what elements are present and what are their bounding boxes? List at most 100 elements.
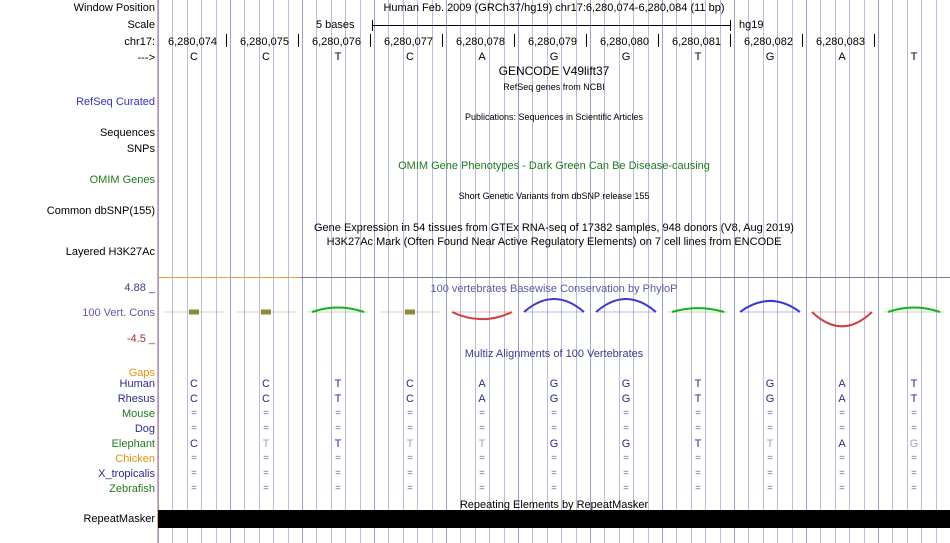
multiz-base: C [262,393,270,405]
multiz-base: C [190,393,198,405]
multiz-base: A [838,378,846,390]
track-banner-refseq[interactable]: RefSeq genes from NCBI [503,82,605,92]
multiz-base: T [406,438,414,450]
scale-bar-left-cap [372,20,373,31]
coordinate-tick-mark [298,34,299,47]
multiz-gap-mark: = [263,423,269,434]
gridline [230,0,231,543]
track-label-omim[interactable]: OMIM Genes [89,174,155,186]
coordinate-tick-mark [514,34,515,47]
multiz-species-label-dog[interactable]: Dog [134,423,155,435]
scale-bar-right-cap [730,20,731,31]
multiz-gap-mark: = [407,408,413,419]
multiz-base: C [406,378,414,390]
coordinate-tick-label: 6,280,083 [816,36,865,48]
track-label-h3k27ac[interactable]: Layered H3K27Ac [65,246,155,258]
gridline [532,0,533,543]
cons-top-rule-orange [158,277,300,278]
multiz-gap-mark: = [911,483,917,494]
gridline [763,0,764,543]
multiz-gap-mark: = [407,453,413,464]
gridline [360,0,361,543]
gridline [489,0,490,543]
coordinate-tick-label: 6,280,079 [528,36,577,48]
multiz-gap-mark: = [191,483,197,494]
coordinate-tick-label: 6,280,074 [168,36,217,48]
multiz-species-label-rhesus[interactable]: Rhesus [117,393,155,405]
track-banner-gtex[interactable]: Gene Expression in 54 tissues from GTEx … [314,222,794,234]
multiz-gap-mark: = [335,468,341,479]
gridline [403,0,404,543]
multiz-species-label-x_tropicalis[interactable]: X_tropicalis [98,468,155,480]
multiz-base: T [334,438,342,450]
multiz-gap-mark: = [335,483,341,494]
multiz-base: C [190,378,198,390]
multiz-species-label-mouse[interactable]: Mouse [121,408,155,420]
multiz-gap-mark: = [479,453,485,464]
gridline [216,0,217,543]
multiz-base: T [694,438,702,450]
multiz-gap-mark: = [335,408,341,419]
gridline [590,0,591,543]
cons-top-rule-gray [300,277,950,278]
track-label-repeatmasker[interactable]: RepeatMasker [83,513,155,525]
gridline [547,0,548,543]
track-banner-multiz[interactable]: Multiz Alignments of 100 Vertebrates [464,348,644,360]
multiz-species-label-human[interactable]: Human [119,378,155,390]
gridline [273,0,274,543]
multiz-base: T [334,378,342,390]
conservation-bar [595,298,657,313]
multiz-gap-mark: = [911,423,917,434]
multiz-base: T [910,378,918,390]
coordinate-tick-label: 6,280,078 [456,36,505,48]
repeatmasker-bar[interactable] [158,510,950,528]
multiz-base: T [478,438,486,450]
multiz-gap-mark: = [695,468,701,479]
reference-base: G [621,51,631,63]
multiz-gaps-label[interactable]: Gaps [128,367,155,379]
reference-base: G [765,51,775,63]
track-banner-cons[interactable]: 100 vertebrates Basewise Conservation by… [430,283,678,295]
track-label-dbsnp[interactable]: Common dbSNP(155) [46,205,155,217]
multiz-base: T [694,393,702,405]
multiz-gap-mark: = [407,483,413,494]
coordinate-tick-label: 6,280,081 [672,36,721,48]
multiz-base: A [478,378,486,390]
gridline [187,0,188,543]
multiz-gap-mark: = [695,408,701,419]
gridline [662,0,663,543]
multiz-species-label-chicken[interactable]: Chicken [115,453,155,465]
reference-base: C [190,51,198,63]
track-label-refseq[interactable]: RefSeq Curated [76,96,155,108]
track-label-snps[interactable]: SNPs [126,143,155,155]
conservation-wiggle-plot[interactable] [158,278,950,340]
strand-arrow-label: ---> [137,52,155,64]
multiz-gap-mark: = [839,423,845,434]
multiz-gap-mark: = [839,483,845,494]
track-banner-gencode[interactable]: GENCODE V49lift37 [498,64,610,78]
multiz-base: G [909,438,919,450]
conservation-bar [811,311,873,328]
track-label-publications[interactable]: Sequences [99,127,155,139]
track-banner-dbsnp[interactable]: Short Genetic Variants from dbSNP releas… [458,191,650,201]
track-banner-publications[interactable]: Publications: Sequences in Scientific Ar… [464,112,644,122]
track-banner-repeatmasker[interactable]: Repeating Elements by RepeatMasker [459,499,649,511]
track-banner-omim[interactable]: OMIM Gene Phenotypes - Dark Green Can Be… [398,160,710,172]
track-label-cons[interactable]: 100 Vert. Cons [82,307,155,319]
coordinate-tick-label: 6,280,080 [600,36,649,48]
gridline [676,0,677,543]
multiz-gap-mark: = [767,468,773,479]
multiz-gap-mark: = [767,483,773,494]
multiz-species-label-elephant[interactable]: Elephant [111,438,155,450]
multiz-gap-mark: = [911,453,917,464]
gridline [691,0,692,543]
gridline [374,0,375,543]
track-banner-h3k27ac[interactable]: H3K27Ac Mark (Often Found Near Active Re… [326,236,782,248]
multiz-species-label-zebrafish[interactable]: Zebrafish [109,483,155,495]
multiz-gap-mark: = [407,423,413,434]
gridline [302,0,303,543]
gridline [792,0,793,543]
multiz-base: A [478,393,486,405]
multiz-gap-mark: = [623,408,629,419]
